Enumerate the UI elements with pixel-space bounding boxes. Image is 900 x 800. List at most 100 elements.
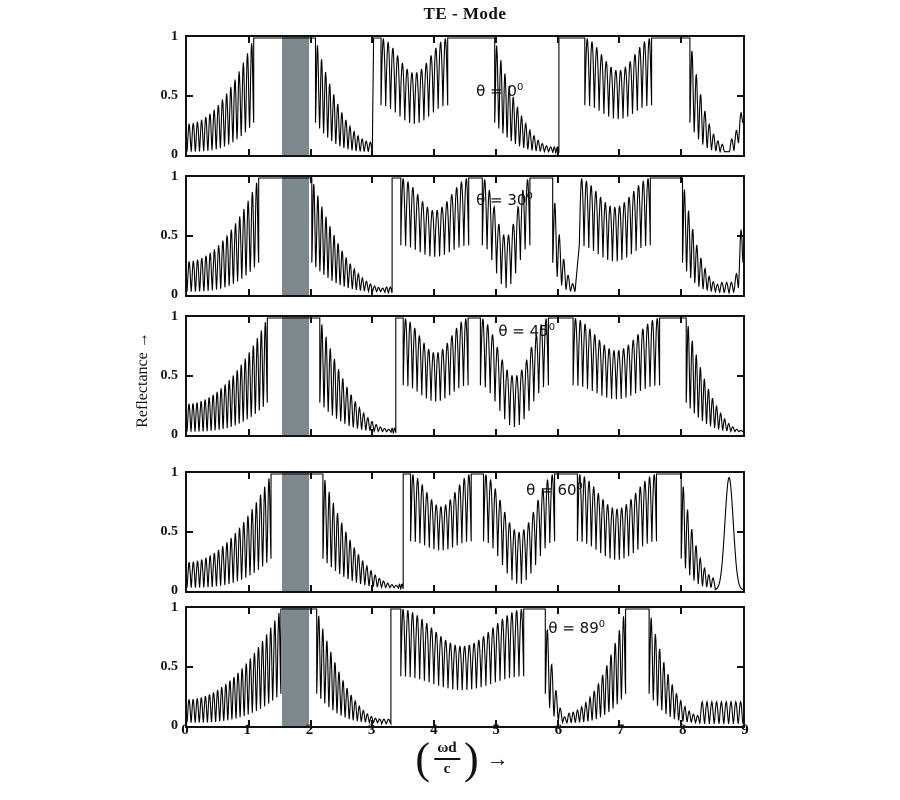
y-tick-label: 0.5 <box>160 228 179 243</box>
x-tick-mark <box>556 473 559 479</box>
x-tick-mark <box>680 289 683 295</box>
x-tick-mark <box>309 289 312 295</box>
x-tick-mark <box>371 608 374 614</box>
theta-label: θ = 890 <box>548 618 606 637</box>
x-tick-mark <box>680 429 683 435</box>
x-tick-mark <box>371 37 374 43</box>
x-tick-mark <box>433 177 436 183</box>
x-tick-mark <box>556 289 559 295</box>
x-tick-mark <box>556 429 559 435</box>
y-tick-label: 1 <box>171 465 178 480</box>
reflectance-panel-0deg: 1 0.5 0 θ = 00 <box>161 29 745 162</box>
y-tick-label: 0.5 <box>160 659 179 674</box>
x-tick-label: 1 <box>243 722 251 738</box>
x-tick-mark <box>494 37 497 43</box>
x-tick-mark <box>680 317 683 323</box>
x-tick-mark <box>309 473 312 479</box>
shaded-band <box>281 177 310 295</box>
x-tick-mark <box>680 720 683 726</box>
x-tick-label: 8 <box>679 722 687 738</box>
shaded-band <box>281 317 310 435</box>
y-tick-mark <box>737 95 743 97</box>
x-tick-mark <box>556 317 559 323</box>
y-tick-mark <box>737 531 743 533</box>
reflectance-curve <box>187 608 743 726</box>
theta-label: θ = 00 <box>476 81 524 100</box>
x-tick-label: 2 <box>305 722 314 738</box>
x-tick-mark <box>556 37 559 43</box>
x-tick-mark <box>433 473 436 479</box>
x-tick-mark <box>371 720 374 726</box>
x-tick-label: 6 <box>554 722 563 738</box>
y-tick-label: 1 <box>171 309 178 324</box>
reflectance-panel-89deg: 1 0.5 0 θ = 890 <box>161 600 745 733</box>
y-tick-label: 0.5 <box>160 368 179 383</box>
x-tick-label: 5 <box>492 722 500 738</box>
x-tick-label: 4 <box>430 722 438 738</box>
x-tick-mark <box>556 177 559 183</box>
x-axis-arrow: → <box>486 746 509 771</box>
y-tick-label: 0 <box>171 583 178 598</box>
x-tick-mark <box>556 720 559 726</box>
y-tick-label: 0 <box>171 718 178 733</box>
x-tick-mark <box>309 585 312 591</box>
shaded-band <box>281 37 310 155</box>
x-tick-mark <box>680 149 683 155</box>
y-axis-arrow: → <box>134 332 151 349</box>
y-tick-label: 0 <box>171 287 178 302</box>
shaded-band <box>281 473 310 591</box>
x-tick-mark <box>494 585 497 591</box>
x-tick-mark <box>494 720 497 726</box>
y-tick-label: 0 <box>171 427 178 442</box>
y-tick-label: 0.5 <box>160 88 179 103</box>
x-tick-mark <box>618 429 621 435</box>
x-tick-mark <box>433 289 436 295</box>
x-tick-mark <box>618 149 621 155</box>
x-tick-mark <box>494 177 497 183</box>
y-tick-label: 1 <box>171 29 178 44</box>
y-tick-label: 0 <box>171 147 178 162</box>
x-tick-mark <box>556 585 559 591</box>
x-tick-mark <box>494 317 497 323</box>
x-tick-mark <box>618 608 621 614</box>
x-tick-mark <box>494 608 497 614</box>
fraction-bar <box>434 758 460 760</box>
y-tick-label: 1 <box>171 169 178 184</box>
x-tick-mark <box>556 608 559 614</box>
x-tick-mark <box>680 37 683 43</box>
x-tick-mark <box>618 585 621 591</box>
x-tick-mark <box>494 429 497 435</box>
x-tick-label: 9 <box>741 722 749 738</box>
x-tick-mark <box>309 317 312 323</box>
x-tick-mark <box>247 289 250 295</box>
x-tick-mark <box>618 289 621 295</box>
x-tick-mark <box>247 608 250 614</box>
x-tick-mark <box>247 429 250 435</box>
x-tick-mark <box>433 585 436 591</box>
x-tick-mark <box>371 473 374 479</box>
x-tick-mark <box>247 317 250 323</box>
y-tick-label: 1 <box>171 600 178 615</box>
x-tick-mark <box>247 720 250 726</box>
x-tick-mark <box>371 289 374 295</box>
y-tick-mark <box>737 666 743 668</box>
x-tick-mark <box>309 37 312 43</box>
x-tick-mark <box>433 37 436 43</box>
x-tick-label: 3 <box>367 722 376 738</box>
panels-container: 1 0.5 0 θ = 00 1 0.5 0 θ = 300 1 0.5 0 θ = 450 1 0.5 0… <box>161 29 745 733</box>
x-tick-mark <box>247 149 250 155</box>
x-tick-mark <box>680 473 683 479</box>
x-tick-mark <box>309 429 312 435</box>
y-tick-mark <box>187 95 193 97</box>
left-paren: ( <box>415 734 430 784</box>
x-tick-mark <box>618 177 621 183</box>
reflectance-panel-60deg: 1 0.5 0 θ = 600 <box>161 465 745 598</box>
x-tick-mark <box>433 317 436 323</box>
x-tick-mark <box>309 149 312 155</box>
reflectance-panel-30deg: 1 0.5 0 θ = 300 <box>161 169 745 302</box>
y-tick-mark <box>187 235 193 237</box>
x-tick-mark <box>371 317 374 323</box>
x-axis-label: ( ωd c ) → <box>415 734 509 784</box>
x-tick-mark <box>680 608 683 614</box>
